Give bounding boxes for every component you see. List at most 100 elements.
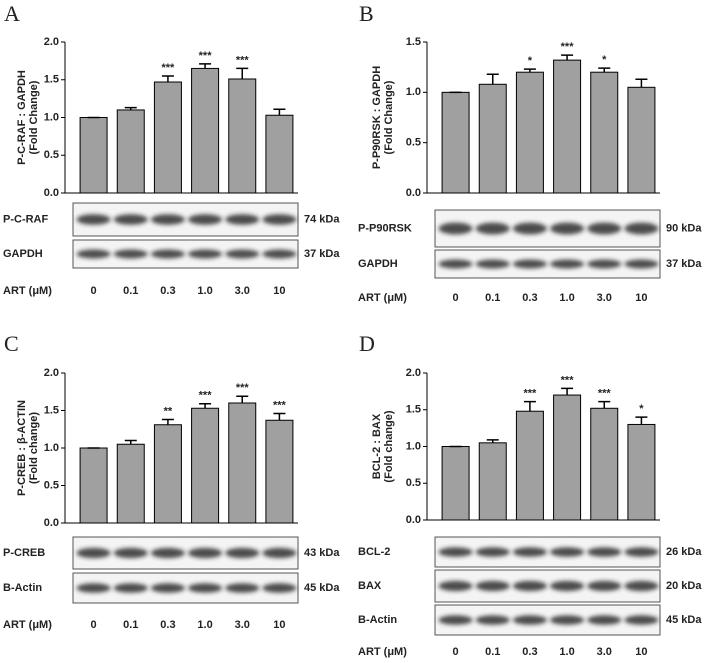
blot-band — [587, 222, 622, 235]
error-bar — [199, 63, 212, 69]
blot-band — [188, 583, 223, 593]
y-tick-label: 0.0 — [406, 187, 421, 199]
x-tick-label: 0.1 — [485, 646, 500, 658]
x-tick-label: 0 — [91, 619, 97, 631]
blot-size: 20 kDa — [666, 580, 702, 592]
blot-band — [225, 547, 260, 559]
y-tick-label: 1.0 — [406, 86, 421, 98]
blot-band — [188, 547, 223, 559]
y-tick-label: 0.0 — [44, 517, 59, 529]
blot-band — [550, 259, 585, 269]
y-axis-label: (Fold change) — [28, 412, 40, 484]
error-bar — [273, 108, 286, 116]
error-bar — [598, 67, 611, 73]
x-tick-label: 3.0 — [235, 285, 250, 297]
x-tick-label: 1.0 — [559, 646, 574, 658]
significance: *** — [236, 54, 250, 66]
blot-band — [113, 583, 148, 593]
blot-label: P-P90RSK — [358, 222, 412, 234]
error-bar — [561, 54, 574, 61]
x-tick-label: 10 — [635, 292, 647, 304]
x-tick-label: 0.3 — [522, 646, 537, 658]
error-bar — [199, 403, 212, 409]
y-axis-label: P-C-RAF : GAPDH — [16, 70, 28, 165]
bar — [627, 423, 656, 521]
blot-size: 74 kDa — [304, 213, 340, 225]
blot-band — [113, 547, 148, 559]
blot-band — [475, 222, 510, 235]
y-tick-label: 1.0 — [406, 440, 421, 452]
x-tick-label: 3.0 — [235, 619, 250, 631]
blot-band — [512, 259, 547, 269]
x-tick-label: 0 — [91, 285, 97, 297]
panel-letter: D — [359, 331, 375, 356]
significance: ** — [164, 405, 173, 417]
blot-band — [225, 583, 260, 593]
y-tick-label: 0.5 — [44, 149, 59, 161]
blot-band — [587, 580, 622, 592]
blot-band — [113, 214, 148, 225]
error-bar — [236, 67, 249, 79]
blot-band — [550, 615, 585, 625]
blot-label: P-C-RAF — [3, 213, 48, 225]
x-tick-label: 3.0 — [597, 292, 612, 304]
blot-band — [475, 547, 510, 557]
significance: *** — [598, 388, 612, 400]
blot-band — [438, 547, 473, 557]
blot-band — [438, 615, 473, 625]
significance: * — [528, 55, 533, 67]
bar — [590, 71, 619, 194]
x-tick-label: 10 — [635, 646, 647, 658]
bar — [441, 446, 470, 521]
error-bar — [124, 439, 137, 445]
blot-size: 37 kDa — [666, 258, 702, 270]
y-tick-label: 0.5 — [44, 479, 59, 491]
y-tick-label: 1.0 — [44, 111, 59, 123]
blot-band — [188, 249, 223, 259]
error-bar — [523, 400, 536, 412]
x-tick-label: 0.1 — [123, 285, 138, 297]
blot-band — [587, 547, 622, 557]
blot-band — [150, 249, 185, 259]
blot-band — [512, 222, 547, 235]
blot-band — [550, 547, 585, 557]
blot-band — [624, 222, 659, 235]
blot-band — [76, 214, 111, 225]
blot-band — [475, 259, 510, 269]
bar — [228, 402, 257, 524]
x-tick-label: 0.3 — [160, 285, 175, 297]
significance: * — [602, 54, 607, 66]
bar — [116, 109, 145, 194]
blot-band — [438, 259, 473, 269]
error-bar — [161, 418, 174, 425]
y-tick-label: 0.5 — [406, 477, 421, 489]
bar — [553, 59, 582, 194]
y-axis-label: P-P90RSK : GAPDH — [371, 66, 383, 169]
y-axis-label: P-CREB : β-ACTIN — [16, 400, 28, 496]
significance: *** — [523, 388, 537, 400]
blot-band — [550, 222, 585, 235]
bar — [515, 71, 544, 194]
blot-size: 45 kDa — [666, 614, 702, 626]
blot-band — [76, 583, 111, 593]
blot-label: B-Actin — [358, 614, 397, 626]
x-tick-label: 1.0 — [197, 285, 212, 297]
blot-size: 45 kDa — [304, 582, 340, 594]
blot-band — [512, 547, 547, 557]
bar — [627, 86, 656, 194]
blot-size: 26 kDa — [666, 546, 702, 558]
bar — [478, 442, 507, 521]
y-tick-label: 2.0 — [44, 36, 59, 48]
bar — [79, 447, 108, 524]
blot-band — [113, 249, 148, 259]
blot-frame — [72, 202, 299, 237]
bar — [553, 394, 582, 521]
blot-label: GAPDH — [3, 248, 43, 260]
error-bar — [161, 75, 174, 83]
y-tick-label: 1.5 — [44, 74, 59, 86]
bar — [79, 117, 108, 194]
blot-band — [624, 615, 659, 625]
blot-band — [150, 547, 185, 559]
blot-band — [550, 580, 585, 592]
error-bar — [124, 106, 137, 110]
